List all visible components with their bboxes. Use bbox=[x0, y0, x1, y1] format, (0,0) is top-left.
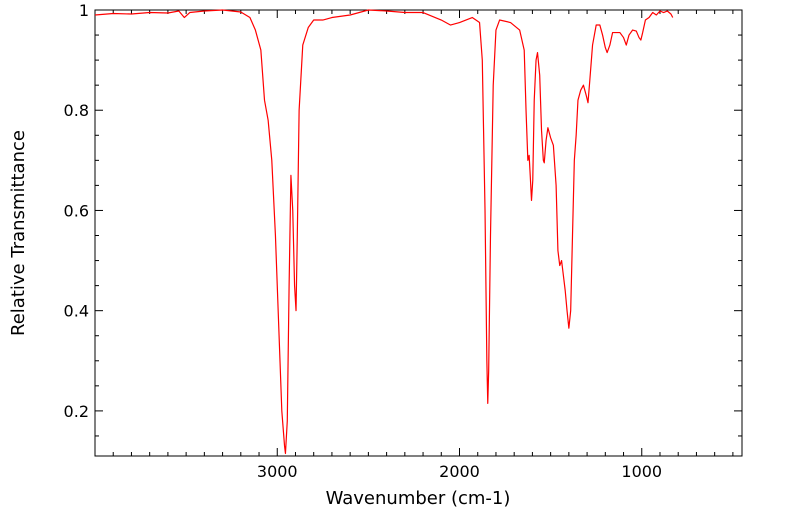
y-axis-title: Relative Transmittance bbox=[8, 130, 29, 336]
y-tick-label: 1 bbox=[79, 1, 89, 20]
x-tick-label: 2000 bbox=[439, 462, 480, 481]
spectrum-line bbox=[94, 9, 674, 455]
x-tick-label: 1000 bbox=[621, 462, 662, 481]
axis-tick-labels: 3000 2000 1000 0.2 0.4 0.6 0.8 1 bbox=[64, 1, 663, 481]
y-tick-label: 0.2 bbox=[64, 402, 89, 421]
x-tick-label: 3000 bbox=[257, 462, 298, 481]
x-axis-title: Wavenumber (cm-1) bbox=[326, 488, 511, 509]
y-tick-label: 0.6 bbox=[64, 201, 89, 220]
axis-ticks bbox=[95, 9, 742, 456]
y-tick-label: 0.4 bbox=[64, 302, 89, 321]
plot-frame bbox=[94, 9, 743, 457]
y-tick-label: 0.8 bbox=[64, 101, 89, 120]
